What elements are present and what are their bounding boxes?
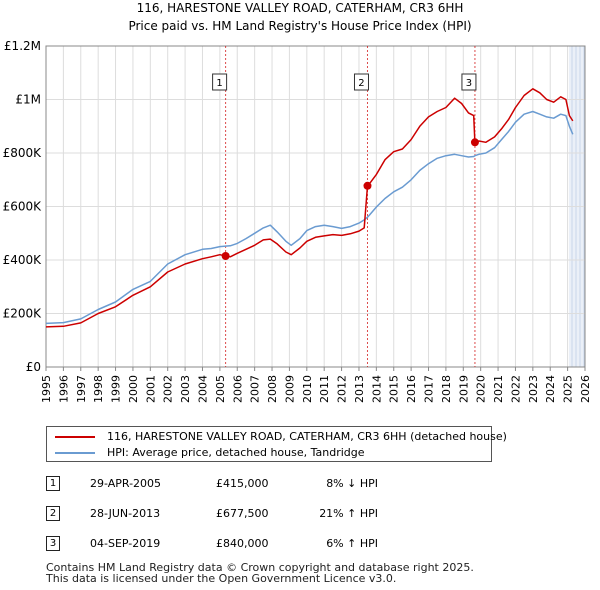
x-tick-label: 1997 [75,375,88,403]
x-tick-label: 2016 [405,375,418,403]
x-tick-label: 2003 [179,375,192,403]
x-tick-label: 1995 [40,375,53,403]
footer-line-2: This data is licensed under the Open Gov… [46,572,397,585]
sale-point [221,251,230,260]
sale-point [470,138,479,147]
y-tick-label: £1M [15,93,41,107]
chart-title: 116, HARESTONE VALLEY ROAD, CATERHAM, CR… [137,1,464,15]
x-tick-label: 2011 [318,375,331,403]
sale-number-badge: 2 [46,506,60,521]
footer-attribution: Contains HM Land Registry data © Crown c… [46,562,474,584]
sale-date: 28-JUN-2013 [90,507,161,520]
hpi-series-line [45,110,574,325]
x-tick-label: 2008 [266,375,279,403]
y-tick-label: £800K [3,146,43,160]
x-tick-label: 2023 [527,375,540,403]
sale-number-badge: 1 [46,476,60,491]
y-tick-label: £200K [3,307,43,321]
sale-price: £840,000 [216,537,269,550]
y-tick-label: £600K [3,200,43,214]
x-tick-label: 2009 [283,375,296,403]
x-tick-label: 2010 [301,375,314,403]
x-tick-label: 2025 [562,375,575,403]
x-tick-label: 2005 [214,375,227,403]
sale-label-box [212,73,228,91]
legend-swatch-hpi [55,452,95,454]
x-tick-label: 2018 [440,375,453,403]
footer-line-1: Contains HM Land Registry data © Crown c… [46,561,474,574]
sale-hpi-change: 8% ↓ HPI [326,477,378,490]
x-tick-label: 2012 [336,375,349,403]
x-tick-label: 2019 [457,375,470,403]
x-tick-label: 2015 [388,375,401,403]
x-tick-label: 2013 [353,375,366,403]
x-tick-label: 2026 [579,375,592,403]
sale-label: 2 [358,78,364,89]
sale-date: 29-APR-2005 [90,477,162,490]
y-tick-label: £0 [26,360,41,374]
sale-price: £677,500 [216,507,269,520]
x-tick-label: 1999 [110,375,123,403]
x-tick-label: 2017 [423,375,436,403]
sale-hpi-change: 21% ↑ HPI [319,507,378,520]
price-chart: 116, HARESTONE VALLEY ROAD, CATERHAM, CR… [3,1,592,403]
sale-row-1: 1 29-APR-2005 £415,000 8% ↓ HPI [46,474,466,494]
sale-date: 04-SEP-2019 [90,537,161,550]
sale-price: £415,000 [216,477,269,490]
y-tick-label: £400K [3,253,43,267]
sale-number-badge: 3 [46,536,60,551]
sale-label: 1 [216,78,222,89]
plot-frame [45,45,586,368]
legend-label-hpi: HPI: Average price, detached house, Tand… [107,446,365,459]
x-tick-label: 2021 [492,375,505,403]
x-tick-label: 2001 [144,375,157,403]
y-tick-label: £1.2M [4,39,41,53]
sale-label: 3 [466,78,472,89]
x-tick-label: 2024 [544,375,557,403]
x-tick-label: 2020 [475,375,488,403]
sale-label-box [353,73,369,91]
x-tick-label: 2000 [127,375,140,403]
x-tick-label: 2014 [370,375,383,403]
legend-swatch-price [55,436,95,438]
price-series-line [45,88,574,328]
sale-label-box [461,73,477,91]
sale-point [363,181,372,190]
x-tick-label: 2002 [162,375,175,403]
x-tick-label: 2022 [509,375,522,403]
x-tick-label: 2004 [196,375,209,403]
sale-row-3: 3 04-SEP-2019 £840,000 6% ↑ HPI [46,534,466,554]
legend: 116, HARESTONE VALLEY ROAD, CATERHAM, CR… [46,426,507,462]
sale-hpi-change: 6% ↑ HPI [326,537,378,550]
x-tick-label: 2007 [249,375,262,403]
chart-subtitle: Price paid vs. HM Land Registry's House … [128,19,471,33]
x-tick-label: 2006 [231,375,244,403]
x-tick-label: 1996 [57,375,70,403]
sale-row-2: 2 28-JUN-2013 £677,500 21% ↑ HPI [46,504,466,524]
x-tick-label: 1998 [92,375,105,403]
legend-label-price: 116, HARESTONE VALLEY ROAD, CATERHAM, CR… [107,430,507,443]
